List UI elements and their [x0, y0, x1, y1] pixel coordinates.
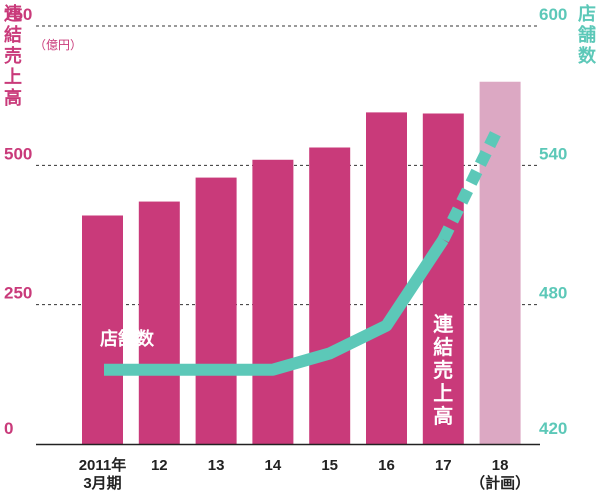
category-label-3-0: 14 [265, 457, 282, 474]
left-axis-title-char-0: 連 [4, 3, 23, 24]
right-axis-title-char-0: 店 [578, 3, 596, 24]
bar-5 [366, 112, 407, 445]
line-layer [103, 127, 503, 376]
bar-layer [82, 81, 521, 445]
right-axis-title-char-2: 数 [578, 45, 597, 66]
left-axis-title-char-3: 上 [4, 67, 22, 87]
left-tick-250: 250 [4, 284, 32, 303]
bar-series-label-char-3: 上 [433, 382, 453, 405]
right-tick-480: 480 [539, 284, 567, 303]
bar-series-label-char-2: 売 [433, 359, 453, 382]
bar-7 [479, 81, 521, 444]
category-label-1-0: 12 [151, 457, 168, 474]
bar-series-label-char-4: 高 [433, 404, 453, 428]
left-axis-title-char-4: 高 [4, 87, 22, 108]
category-label-7-1: （計画） [470, 474, 530, 492]
right-tick-420: 420 [539, 419, 567, 438]
left-tick-500: 500 [4, 144, 32, 163]
line-series-label: 店舗数 [100, 328, 155, 349]
category-label-4-0: 15 [321, 457, 338, 474]
category-label-0-0: 2011年 [79, 456, 127, 474]
right-tick-540: 540 [539, 144, 567, 163]
category-label-2-0: 13 [208, 457, 225, 474]
bar-0 [82, 215, 123, 444]
bar-3 [252, 159, 294, 444]
bar-series-label-char-1: 結 [433, 335, 453, 359]
left-axis-title-char-2: 売 [4, 45, 22, 66]
left-tick-0: 0 [4, 419, 13, 438]
category-label-7-0: 18 [492, 457, 509, 474]
category-label-6-0: 17 [435, 457, 452, 474]
right-axis-title-char-1: 舗 [577, 24, 596, 45]
left-axis-title-char-1: 結 [4, 24, 22, 45]
bar-series-label-char-0: 連 [433, 312, 454, 336]
left-tick-750: 750 [4, 5, 32, 24]
bar-6 [422, 113, 464, 444]
bar-1 [138, 201, 180, 444]
category-label-5-0: 16 [378, 457, 395, 474]
right-tick-600: 600 [539, 5, 567, 24]
bar-2 [195, 177, 237, 444]
bar-4 [309, 147, 351, 445]
category-label-0-1: 3月期 [83, 474, 121, 492]
left-axis-unit: （億円） [34, 38, 82, 52]
